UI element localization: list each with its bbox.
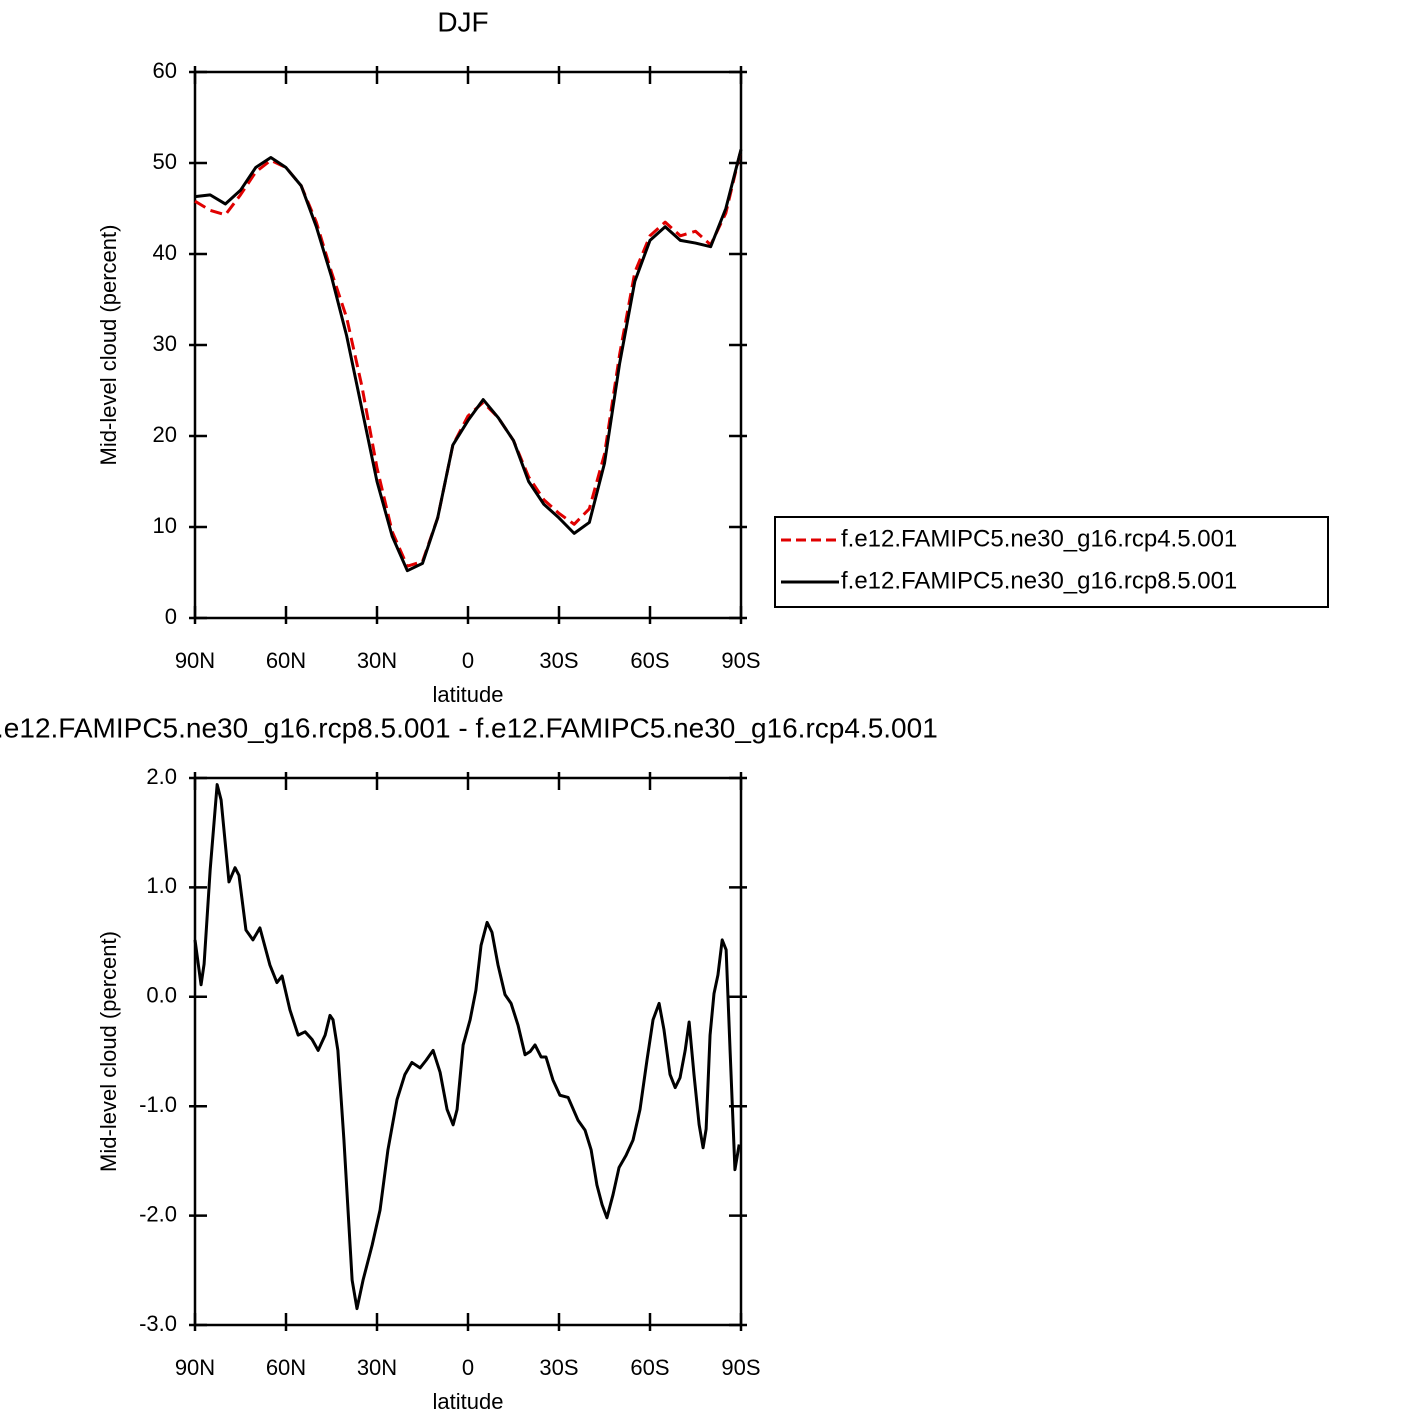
y-tick-label: 2.0 [146, 764, 177, 789]
y-axis-label: Mid-level cloud (percent) [96, 931, 121, 1172]
y-tick-label: -2.0 [139, 1201, 177, 1226]
y-axis-label: Mid-level cloud (percent) [96, 225, 121, 466]
chart-title: f.e12.FAMIPC5.ne30_g16.rcp8.5.001 - f.e1… [0, 712, 938, 743]
y-tick-label: -1.0 [139, 1092, 177, 1117]
chart-title: DJF [437, 6, 488, 37]
data-line [194, 148, 743, 573]
y-tick-label: 60 [153, 58, 177, 83]
legend-label: f.e12.FAMIPC5.ne30_g16.rcp4.5.001 [841, 525, 1237, 552]
plot-frame [193, 70, 743, 620]
y-tick-label: 20 [153, 422, 177, 447]
y-tick-label: 1.0 [146, 873, 177, 898]
y-tick-label: 30 [153, 331, 177, 356]
x-tick-label: 90N [175, 1355, 215, 1380]
y-tick-label: 50 [153, 149, 177, 174]
x-tick-label: 0 [462, 1355, 474, 1380]
y-tick-label: 0.0 [146, 983, 177, 1008]
y-tick-label: 0 [165, 604, 177, 629]
x-tick-label: 30N [357, 648, 397, 673]
y-tick-label: -3.0 [139, 1311, 177, 1336]
legend-box [774, 516, 1329, 608]
y-tick-label: 10 [153, 513, 177, 538]
x-tick-label: 60N [266, 648, 306, 673]
plot-frame [193, 776, 743, 1327]
x-tick-label: 30S [539, 648, 578, 673]
data-line [194, 149, 743, 568]
x-tick-label: 60N [266, 1355, 306, 1380]
x-tick-label: 30N [357, 1355, 397, 1380]
x-tick-label: 60S [630, 1355, 669, 1380]
x-axis-label: latitude [433, 682, 504, 707]
y-tick-label: 40 [153, 240, 177, 265]
x-tick-label: 60S [630, 648, 669, 673]
x-tick-label: 30S [539, 1355, 578, 1380]
x-axis-label: latitude [433, 1389, 504, 1414]
panel: 90N 60N 30N 0 30S 60S 90S -3.0 -2.0 -1.0 0.0 1.0 2.0… [0, 712, 938, 1413]
x-tick-label: 0 [462, 648, 474, 673]
x-tick-label: 90N [175, 648, 215, 673]
legend-label: f.e12.FAMIPC5.ne30_g16.rcp8.5.001 [841, 567, 1237, 594]
panel: 90N 60N 30N 0 30S 60S 90S 0 10 20 30 40 50 60 DJF latit… [96, 6, 1329, 707]
x-tick-label: 90S [721, 1355, 760, 1380]
data-line [193, 783, 741, 1311]
x-tick-label: 90S [721, 648, 760, 673]
